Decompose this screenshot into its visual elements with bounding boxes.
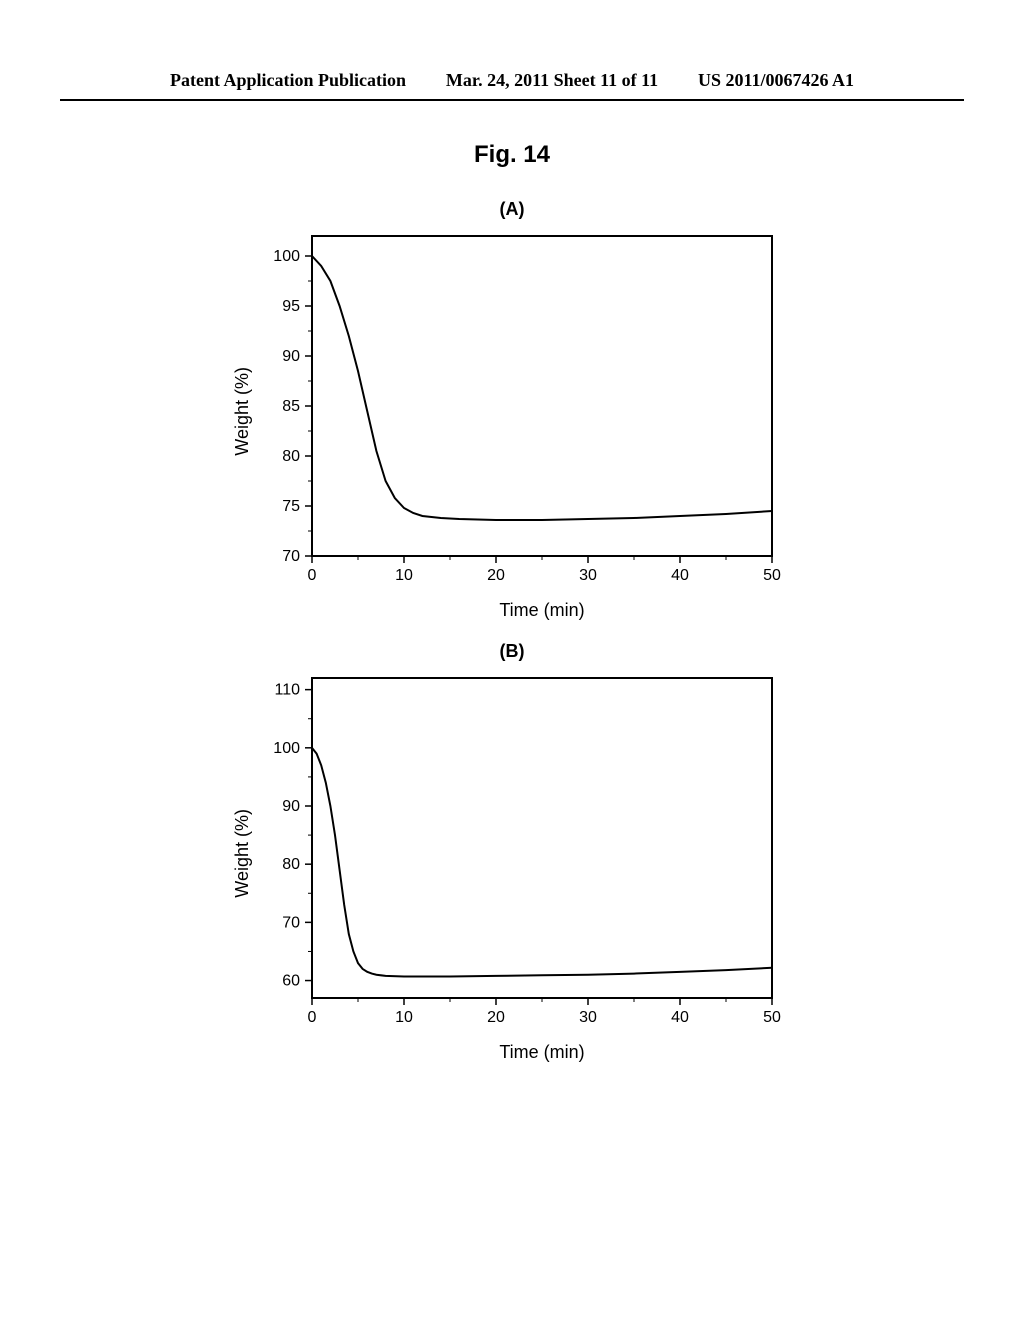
svg-text:50: 50 <box>763 1009 781 1026</box>
svg-text:50: 50 <box>763 567 781 584</box>
svg-text:30: 30 <box>579 567 597 584</box>
svg-text:100: 100 <box>273 248 300 265</box>
svg-text:100: 100 <box>273 740 300 757</box>
chart-b-xlabel: Time (min) <box>292 1042 792 1063</box>
header-publication: Patent Application Publication <box>170 70 406 91</box>
header-date-sheet: Mar. 24, 2011 Sheet 11 of 11 <box>446 70 658 91</box>
svg-text:90: 90 <box>282 798 300 815</box>
chart-a-xlabel: Time (min) <box>292 600 792 621</box>
svg-text:70: 70 <box>282 914 300 931</box>
svg-text:70: 70 <box>282 548 300 565</box>
svg-text:40: 40 <box>671 567 689 584</box>
svg-text:10: 10 <box>395 1009 413 1026</box>
svg-text:0: 0 <box>308 567 317 584</box>
chart-a-ylabel: Weight (%) <box>232 367 253 456</box>
svg-text:80: 80 <box>282 448 300 465</box>
svg-text:40: 40 <box>671 1009 689 1026</box>
chart-b-panel-label: (B) <box>232 641 792 662</box>
chart-b-container: (B) Weight (%) 0 10 20 30 40 50 60 70 80 90 100 110… <box>232 641 792 1063</box>
svg-text:30: 30 <box>579 1009 597 1026</box>
chart-b-plot: 0 10 20 30 40 50 60 70 80 90 100 110 <box>257 668 782 1038</box>
svg-text:85: 85 <box>282 398 300 415</box>
svg-text:20: 20 <box>487 567 505 584</box>
svg-text:60: 60 <box>282 973 300 990</box>
chart-b-ylabel: Weight (%) <box>232 809 253 898</box>
page-header: Patent Application Publication Mar. 24, … <box>60 0 964 101</box>
svg-text:75: 75 <box>282 498 300 515</box>
svg-text:10: 10 <box>395 567 413 584</box>
svg-text:95: 95 <box>282 298 300 315</box>
chart-a-container: (A) Weight (%) 0 10 20 30 40 50 70 75 80 85 90 95 10… <box>232 199 792 621</box>
chart-a-plot: 0 10 20 30 40 50 70 75 80 85 90 95 100 <box>257 226 782 596</box>
svg-text:80: 80 <box>282 856 300 873</box>
header-publication-number: US 2011/0067426 A1 <box>698 70 854 91</box>
svg-text:110: 110 <box>274 682 300 699</box>
figure-title: Fig. 14 <box>0 141 1024 169</box>
svg-text:20: 20 <box>487 1009 505 1026</box>
chart-a-panel-label: (A) <box>232 199 792 220</box>
svg-text:0: 0 <box>308 1009 317 1026</box>
svg-text:90: 90 <box>282 348 300 365</box>
